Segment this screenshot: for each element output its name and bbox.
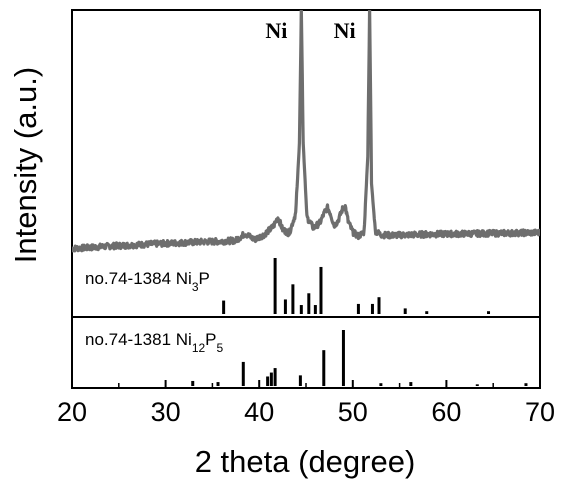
- peak-annotation-1: Ni: [265, 18, 287, 43]
- panel-frame-2: [71, 316, 541, 389]
- y-axis-title: Intensity (a.u.): [8, 67, 43, 263]
- x-tick-label-70: 70: [525, 397, 555, 427]
- xrd-series-line: [72, 10, 540, 253]
- x-tick-label-40: 40: [244, 397, 274, 427]
- peak-annotation-2: Ni: [334, 18, 356, 43]
- reference-panels: no.74-1384 Ni3P no.74-1381 Ni12P5: [85, 258, 528, 386]
- x-tick-label-20: 20: [57, 397, 87, 427]
- reference-label-1: no.74-1384 Ni3P: [85, 269, 210, 294]
- x-axis-title: 2 theta (degree): [195, 444, 416, 479]
- reference-label-2: no.74-1381 Ni12P5: [85, 330, 224, 355]
- x-tick-label-60: 60: [431, 397, 461, 427]
- x-axis: 20 30 40 50 60 70: [57, 380, 555, 427]
- x-tick-label-50: 50: [338, 397, 368, 427]
- x-tick-label-30: 30: [151, 397, 181, 427]
